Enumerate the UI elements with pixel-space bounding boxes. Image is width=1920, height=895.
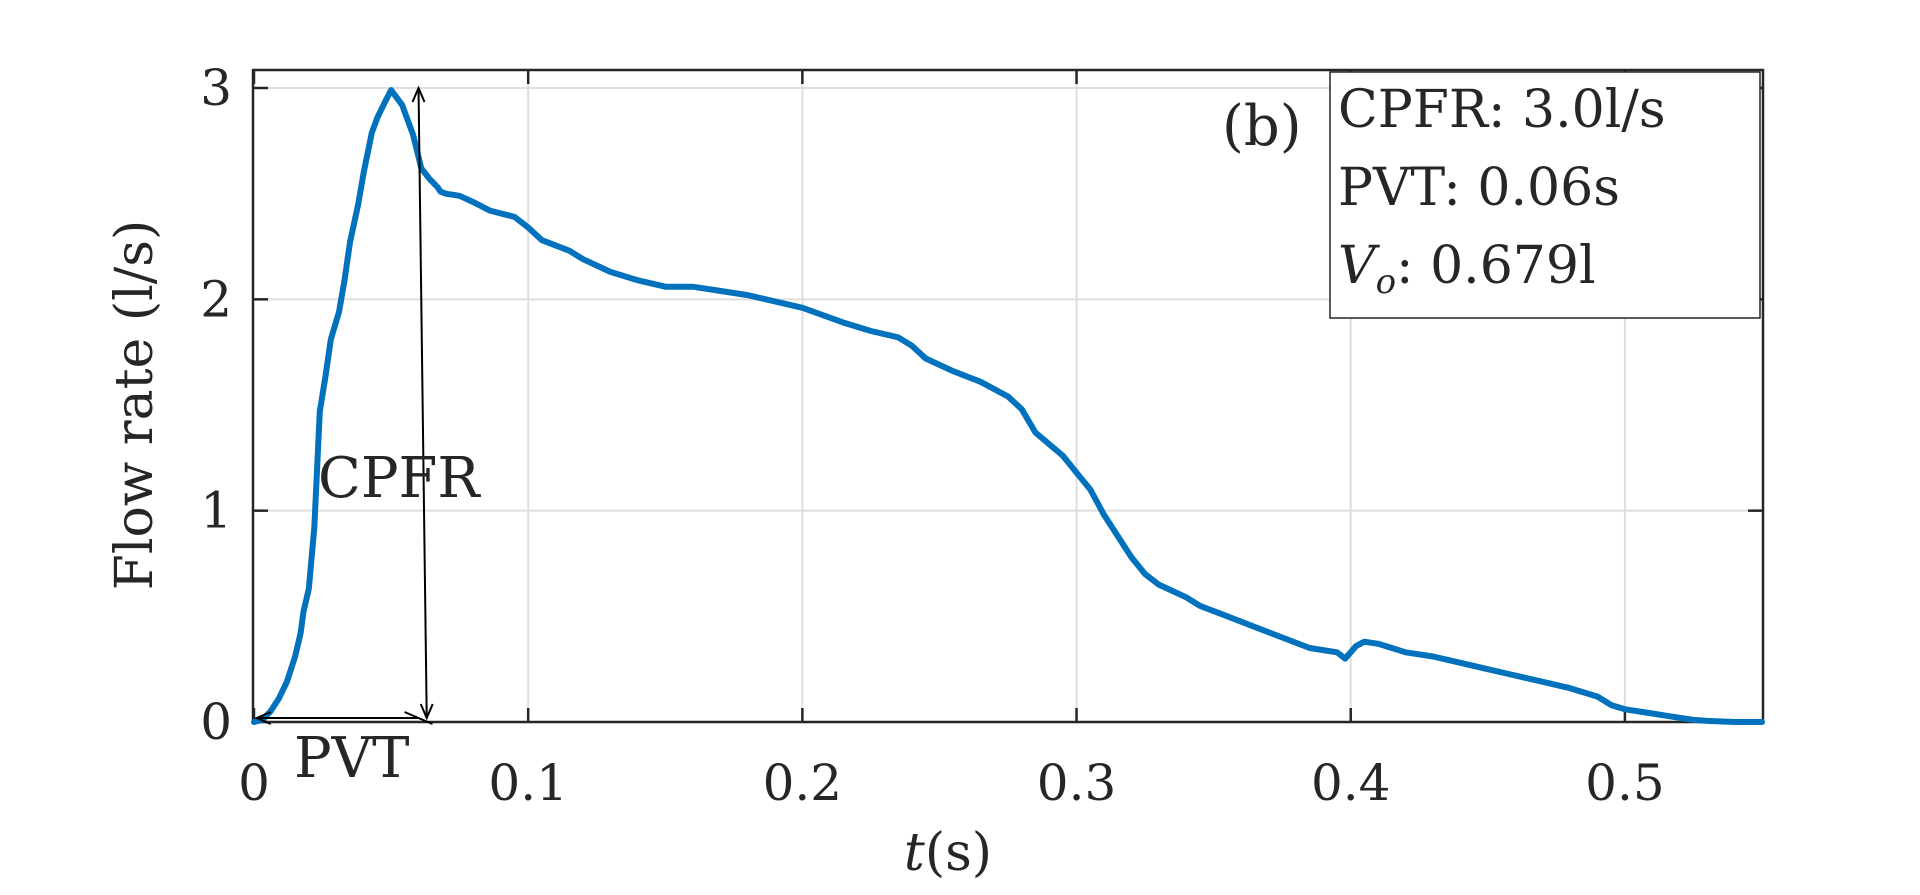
x-tick-label: 0.4 [1311,754,1391,812]
pvt-arrowhead-left [254,711,272,725]
legend-entry-cpfr: CPFR: 3.0l/s [1338,80,1666,140]
pvt-arrowhead-right [404,711,433,725]
x-axis-label-unit: (s) [925,823,992,883]
y-axis-label: Flow rate (l/s) [105,220,165,591]
legend-entry-volume: Vo: 0.679l [1338,236,1596,302]
y-tick-label: 2 [200,270,232,328]
y-tick-label: 3 [200,59,232,117]
cpfr-arrowhead-top [411,85,426,103]
x-tick-label: 0.1 [488,754,568,812]
flow-series-line [251,87,1765,725]
pvt-label: PVT [294,726,409,791]
y-tick-label: 0 [200,693,232,751]
legend-box: CPFR: 3.0l/s PVT: 0.06s Vo: 0.679l [1329,71,1761,319]
x-tick-label: 0 [238,754,270,812]
x-axis-label-variable: t [904,823,925,883]
x-tick-labels: 0 0.1 0.2 0.3 0.4 0.5 [238,754,1665,812]
legend-entry-pvt: PVT: 0.06s [1338,158,1620,218]
legend-volume-sub: o [1376,262,1396,302]
x-tick-label: 0.3 [1037,754,1117,812]
legend-volume-var: V [1338,236,1380,296]
cpfr-arrowhead-bottom [419,703,434,721]
cpfr-arrow-line [417,87,428,719]
x-tick-label: 0.2 [763,754,843,812]
y-tick-label: 1 [200,482,232,540]
legend-frame [1329,71,1761,319]
x-tick-label: 0.5 [1585,754,1665,812]
annotations: CPFR PVT [254,85,481,791]
cpfr-label: CPFR [318,446,481,511]
plot-frame [251,68,1765,724]
x-axis-label: t(s) [904,823,992,883]
panel-label: (b) [1222,94,1302,159]
legend-volume-value: : 0.679l [1396,236,1596,296]
y-tick-labels: 0 1 2 3 [200,59,232,751]
